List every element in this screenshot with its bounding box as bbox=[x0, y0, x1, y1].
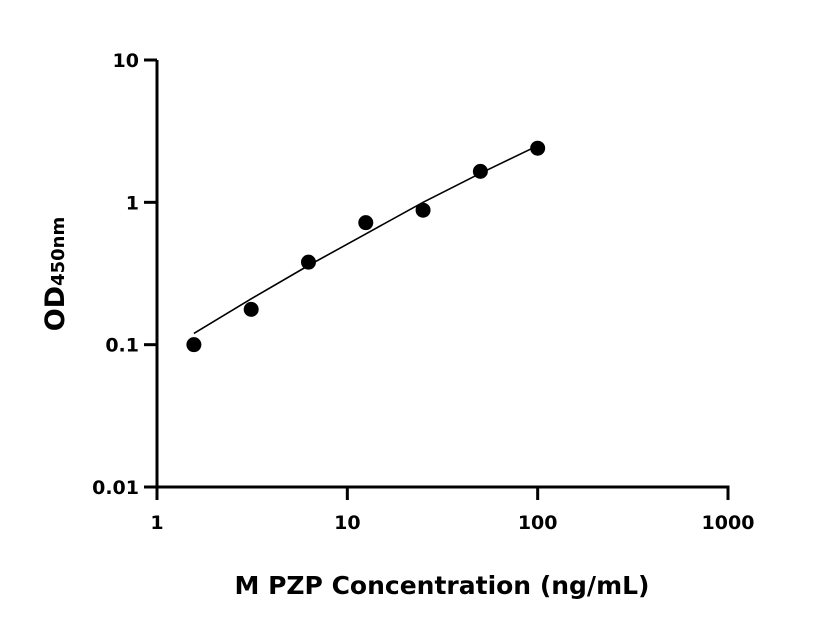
y-tick-label: 1 bbox=[126, 192, 139, 214]
data-point bbox=[415, 202, 431, 218]
y-tick-label: 10 bbox=[113, 50, 139, 72]
y-axis-label: OD450nm bbox=[40, 217, 71, 332]
y-tick-label: 0.01 bbox=[92, 477, 139, 499]
y-tick-label: 0.1 bbox=[105, 335, 139, 357]
x-axis-label: M PZP Concentration (ng/mL) bbox=[235, 571, 650, 600]
y-axis-label-subscript: 450nm bbox=[48, 217, 69, 286]
tick-labels: 1 10 100 1000 0.01 0.1 1 10 bbox=[92, 50, 754, 534]
x-tick-label: 1000 bbox=[702, 512, 755, 534]
data-points bbox=[186, 140, 546, 353]
data-point bbox=[358, 215, 374, 231]
data-point bbox=[472, 163, 488, 179]
axes bbox=[144, 58, 730, 500]
data-point bbox=[300, 254, 316, 270]
data-point bbox=[243, 301, 259, 317]
data-point bbox=[186, 337, 202, 353]
x-tick-label: 1 bbox=[150, 512, 163, 534]
data-point bbox=[530, 140, 546, 156]
y-axis-label-main: OD bbox=[40, 286, 71, 331]
x-tick-label: 100 bbox=[518, 512, 558, 534]
x-tick-label: 10 bbox=[334, 512, 360, 534]
